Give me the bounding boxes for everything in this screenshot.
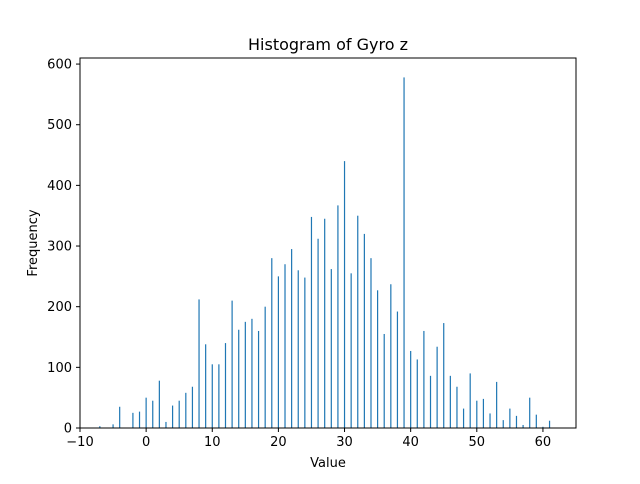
x-axis-label: Value	[310, 456, 346, 471]
histogram-bar	[198, 299, 200, 428]
histogram-bar	[357, 215, 359, 428]
histogram-bar	[324, 218, 326, 428]
histogram-bar	[390, 284, 392, 428]
histogram-bar	[363, 233, 365, 428]
histogram-bar	[449, 375, 451, 428]
histogram-bar	[423, 330, 425, 428]
histogram-bar	[244, 321, 246, 428]
histogram-bar	[138, 411, 141, 428]
histogram-bar	[178, 400, 180, 428]
histogram-bar	[191, 386, 194, 428]
histogram-bar	[502, 420, 504, 428]
y-axis-label: Frequency	[26, 209, 41, 276]
plot-frame	[79, 57, 577, 429]
histogram-bar	[132, 412, 134, 428]
histogram-bar	[410, 350, 412, 428]
histogram-bar	[317, 238, 319, 428]
histogram-bar	[291, 249, 293, 428]
histogram-bar	[277, 276, 279, 428]
histogram-bar	[119, 406, 121, 428]
chart-title: Histogram of Gyro z	[248, 35, 408, 54]
x-tick-label: 10	[204, 435, 221, 450]
y-tick-label: 500	[47, 118, 72, 133]
y-tick-label: 600	[47, 58, 72, 73]
x-tick-label: 0	[142, 435, 150, 450]
histogram-bar	[238, 329, 240, 428]
histogram-bar	[377, 290, 379, 428]
histogram-bar	[185, 392, 187, 428]
histogram-bar	[489, 413, 491, 428]
histogram-bar	[205, 344, 207, 428]
histogram-bar	[330, 269, 332, 428]
histogram-bar	[224, 343, 227, 428]
histogram-bar	[443, 323, 445, 428]
x-tick-label: −10	[66, 435, 93, 450]
histogram-bar	[99, 426, 101, 428]
histogram-bar	[436, 346, 438, 428]
histogram-bar	[112, 424, 114, 428]
histogram-bar	[284, 264, 286, 428]
x-tick-label: 20	[270, 435, 287, 450]
y-tick-label: 400	[47, 179, 72, 194]
bars-group	[99, 77, 551, 429]
histogram-bar	[165, 421, 167, 428]
histogram-bar	[476, 400, 478, 428]
histogram-bar	[469, 373, 471, 428]
histogram-bar	[218, 364, 220, 428]
histogram-bar	[522, 424, 524, 428]
histogram-bar	[271, 258, 273, 428]
y-tick-label: 200	[47, 300, 72, 315]
y-axis-ticks: 0 100 200 300 400 500 600	[47, 58, 80, 437]
histogram-bar	[416, 359, 418, 428]
y-tick-label: 100	[47, 361, 72, 376]
x-tick-label: 40	[402, 435, 419, 450]
histogram-bar	[343, 161, 346, 429]
histogram-bar	[542, 426, 544, 428]
histogram-bar	[462, 408, 465, 428]
histogram-bar	[515, 415, 518, 428]
y-tick-label: 0	[64, 422, 72, 437]
histogram-bar	[370, 258, 372, 428]
histogram-bar	[403, 77, 405, 428]
x-tick-label: 60	[535, 435, 552, 450]
histogram-bar	[145, 397, 147, 428]
histogram-bar	[158, 380, 160, 428]
y-tick-label: 300	[47, 240, 72, 255]
histogram-bar	[429, 375, 432, 428]
histogram-bar	[548, 420, 551, 428]
histogram-bar	[231, 300, 233, 428]
histogram-bar	[529, 397, 531, 428]
histogram-bar	[496, 381, 498, 428]
histogram-bar	[310, 216, 313, 428]
histogram-bar	[264, 306, 266, 428]
histogram-bar	[456, 386, 458, 428]
histogram-bar	[337, 205, 339, 428]
histogram-bar	[297, 270, 299, 428]
histogram-bar	[251, 318, 253, 428]
histogram-bar	[211, 364, 213, 428]
x-tick-label: 50	[469, 435, 486, 450]
histogram-bar	[535, 414, 537, 428]
histogram-bar	[509, 408, 511, 428]
histogram-bar	[396, 311, 399, 428]
histogram-bar	[304, 277, 306, 428]
histogram-bar	[152, 400, 154, 428]
histogram-bar	[171, 405, 174, 428]
x-axis-ticks: −10 0 10 20 30 40 50 60	[66, 428, 551, 450]
histogram-bar	[482, 398, 485, 428]
histogram-bar	[257, 330, 260, 428]
x-tick-label: 30	[336, 435, 353, 450]
histogram-bar	[383, 333, 385, 428]
histogram-bar	[350, 273, 352, 428]
